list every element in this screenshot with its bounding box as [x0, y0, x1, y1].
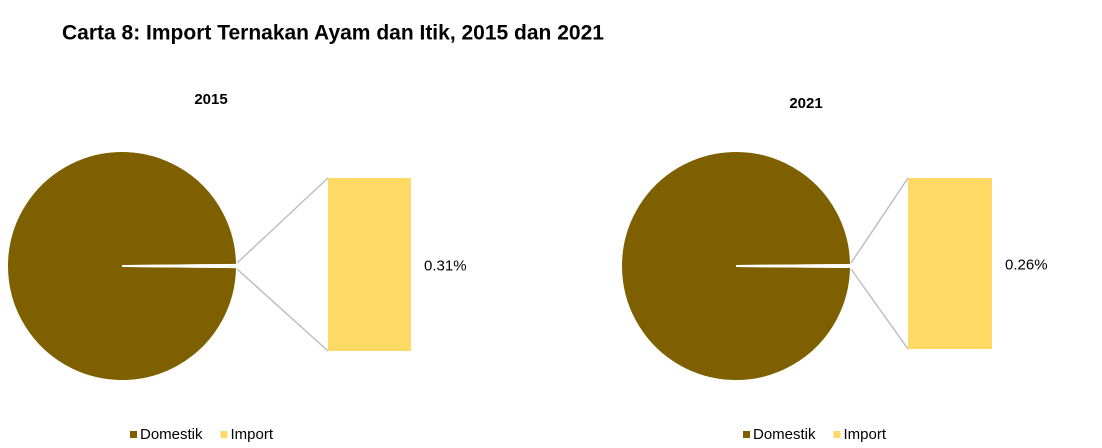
- connector: [236, 177, 329, 264]
- pie-slice: [121, 263, 239, 269]
- connector: [850, 268, 909, 350]
- bar-segment: [328, 178, 411, 351]
- pie-slice: [620, 150, 853, 382]
- legend-swatch: [130, 431, 137, 438]
- data-label: 0.26%: [1005, 256, 1048, 273]
- pie-slice: [6, 150, 239, 382]
- legend-label: Import: [844, 426, 887, 443]
- legend-label: Domestik: [140, 426, 203, 443]
- chart-title: 2015: [194, 91, 227, 108]
- pie-slice: [735, 264, 852, 268]
- data-label: 0.31%: [424, 257, 467, 274]
- legend-swatch: [833, 431, 841, 438]
- connector: [850, 177, 909, 264]
- legend-label: Domestik: [753, 426, 816, 443]
- legend-label: Import: [231, 426, 274, 443]
- legend-swatch: [743, 431, 750, 438]
- legend-swatch: [220, 431, 228, 438]
- connector: [236, 268, 329, 352]
- page-title: Carta 8: Import Ternakan Ayam dan Itik, …: [62, 22, 604, 45]
- chart-title: 2021: [789, 95, 822, 112]
- bar-segment: [908, 178, 992, 349]
